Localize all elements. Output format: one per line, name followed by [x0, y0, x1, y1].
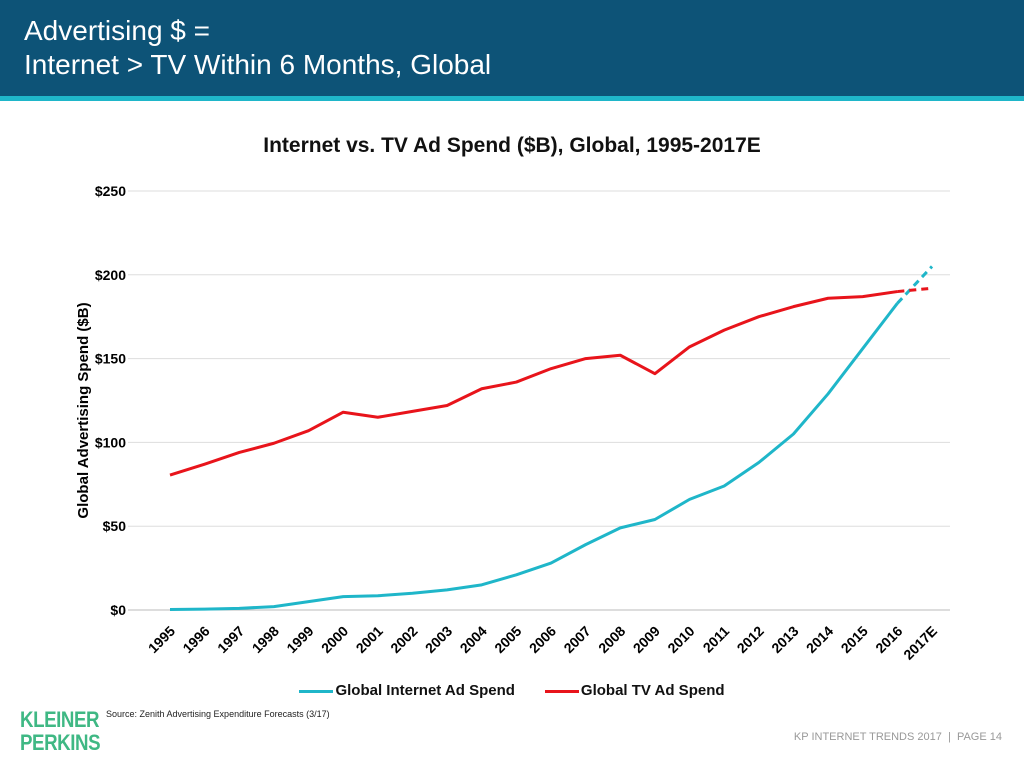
- x-tick-label: 1996: [179, 623, 212, 656]
- x-tick-label: 2001: [353, 623, 386, 656]
- chart-title: Internet vs. TV Ad Spend ($B), Global, 1…: [263, 134, 761, 157]
- x-tick-label: 2009: [630, 623, 663, 656]
- y-tick-label: $0: [110, 602, 126, 618]
- y-tick-label: $250: [95, 183, 126, 199]
- source-note: Source: Zenith Advertising Expenditure F…: [106, 709, 330, 719]
- x-tick-label: 2012: [734, 623, 767, 656]
- x-tick-label: 2013: [768, 623, 801, 656]
- title-line-1: Advertising $ =: [24, 15, 210, 46]
- x-tick-label: 2014: [803, 623, 836, 656]
- y-axis-label: Global Advertising Spend ($B): [75, 302, 92, 518]
- x-tick-label: 2007: [560, 623, 593, 656]
- slide-title: Advertising $ = Internet > TV Within 6 M…: [24, 14, 491, 82]
- x-tick-label: 2005: [491, 623, 524, 656]
- legend-label-tv: Global TV Ad Spend: [580, 682, 725, 699]
- y-tick-label: $100: [95, 434, 126, 450]
- x-tick-label: 2002: [387, 623, 420, 656]
- y-tick-label: $150: [95, 351, 126, 367]
- legend-swatch-tv: [544, 689, 579, 693]
- x-tick-label: 1999: [283, 623, 316, 656]
- legend-tv: Global TV Ad Spend: [544, 682, 725, 699]
- legend-swatch-internet: [299, 689, 334, 693]
- header: Advertising $ = Internet > TV Within 6 M…: [0, 0, 1024, 101]
- x-tick-label: 1998: [249, 623, 282, 656]
- x-tick-label: 1997: [214, 623, 247, 656]
- title-line-2: Internet > TV Within 6 Months, Global: [24, 49, 492, 80]
- page-footer: KP INTERNET TRENDS 2017 | PAGE 14: [793, 731, 1002, 743]
- series-line-1: [169, 290, 898, 477]
- legend-label-internet: Global Internet Ad Spend: [335, 682, 515, 699]
- y-tick-label: $200: [95, 267, 126, 283]
- x-tick-label: 2003: [422, 623, 455, 656]
- x-tick-label: 2017E: [900, 623, 940, 663]
- series-line-0: [169, 302, 899, 611]
- x-tick-label: 2000: [318, 623, 351, 656]
- x-tick-label: 2011: [700, 623, 733, 656]
- x-tick-label: 2004: [457, 623, 490, 656]
- kleiner-perkins-logo: KLEINER PERKINS: [20, 707, 101, 755]
- series-forecast-line-1: [897, 286, 933, 294]
- legend: Global Internet Ad Spend Global TV Ad Sp…: [0, 682, 1024, 699]
- x-tick-label: 2010: [664, 623, 697, 656]
- series-forecast-line-0: [896, 265, 934, 305]
- y-tick-label: $50: [103, 518, 127, 534]
- legend-internet: Global Internet Ad Spend: [299, 682, 515, 699]
- x-tick-label: 2006: [526, 623, 559, 656]
- x-tick-label: 1995: [145, 623, 178, 656]
- x-tick-label: 2015: [838, 623, 871, 656]
- x-tick-label: 2008: [595, 623, 628, 656]
